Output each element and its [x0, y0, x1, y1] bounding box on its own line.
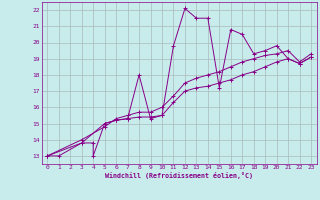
X-axis label: Windchill (Refroidissement éolien,°C): Windchill (Refroidissement éolien,°C): [105, 172, 253, 179]
